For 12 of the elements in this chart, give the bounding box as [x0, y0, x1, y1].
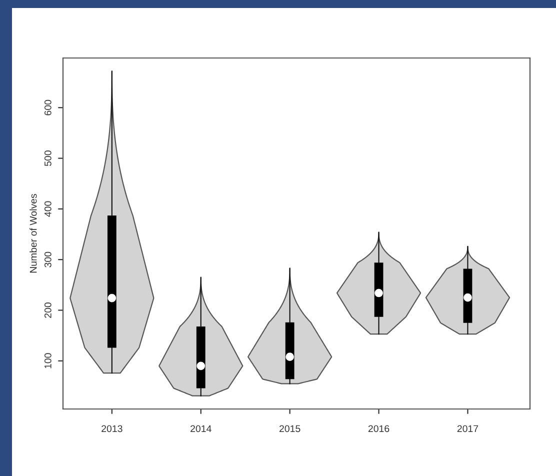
y-axis-title: Number of Wolves — [30, 194, 37, 273]
x-tick-label: 2014 — [190, 425, 212, 432]
y-tick-label: 300 — [44, 252, 52, 268]
y-tick-label: 500 — [44, 150, 52, 166]
x-tick-label: 2016 — [368, 425, 390, 432]
y-tick-label: 400 — [44, 201, 52, 217]
y-tick-label: 600 — [44, 100, 52, 116]
x-tick-label: 2013 — [102, 425, 122, 432]
x-tick-label: 2017 — [457, 425, 478, 432]
y-tick-label: 100 — [44, 353, 52, 368]
x-tick-label: 2015 — [280, 425, 300, 432]
y-tick-label: 200 — [44, 302, 52, 318]
